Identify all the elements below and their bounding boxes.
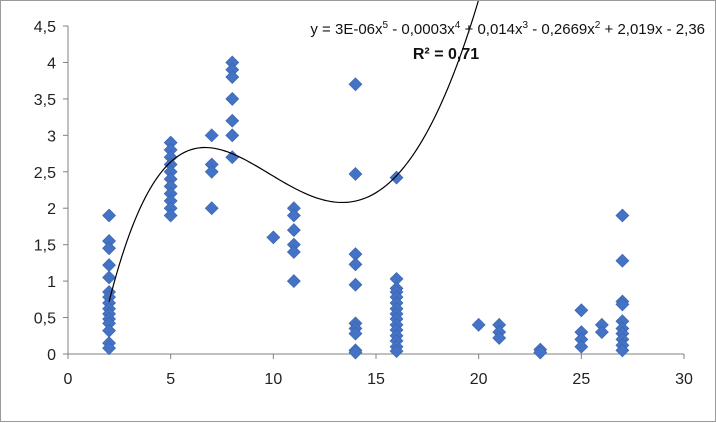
data-point (533, 345, 548, 360)
y-tick-label: 4,5 (34, 19, 56, 36)
x-tick-label: 20 (470, 371, 488, 388)
axes: 0 5 10 15 20 25 30 0 0,5 1 1,5 2 2,5 3 3,5 4 4,5 (34, 19, 693, 388)
y-tick-label: 0 (47, 347, 56, 364)
data-point (204, 164, 219, 179)
x-axis-ticks: 0 5 10 15 20 25 30 (64, 354, 693, 388)
data-point (615, 208, 630, 223)
data-point (348, 326, 363, 341)
y-axis-ticks: 0 0,5 1 1,5 2 2,5 3 3,5 4 4,5 (34, 19, 68, 364)
data-point (615, 297, 630, 312)
x-tick-label: 0 (64, 371, 73, 388)
data-point (286, 208, 301, 223)
data-point (102, 341, 116, 356)
data-point (574, 339, 589, 354)
data-point (348, 77, 363, 92)
data-point (102, 258, 116, 272)
y-tick-label: 4 (47, 55, 56, 72)
data-point (615, 253, 630, 268)
x-tick-label: 15 (367, 371, 385, 388)
y-tick-label: 2 (47, 201, 56, 218)
x-tick-label: 25 (572, 371, 590, 388)
data-point (574, 303, 589, 318)
data-point (266, 230, 281, 245)
data-point (102, 323, 116, 338)
r-squared-label: R² = 0,71 (413, 46, 479, 63)
data-point (102, 270, 116, 285)
data-point (492, 331, 507, 345)
data-point (286, 223, 301, 238)
data-point (348, 345, 363, 360)
data-point (225, 128, 240, 143)
trendline-equation: y = 3E-06x5 - 0,0003x4 + 0,014x3 - 0,266… (310, 20, 705, 38)
y-tick-label: 1 (47, 274, 56, 291)
y-tick-label: 3,5 (34, 92, 56, 109)
data-point (102, 208, 116, 223)
data-points (102, 55, 630, 360)
y-tick-label: 2,5 (34, 165, 56, 182)
data-point (348, 257, 363, 272)
data-point (594, 325, 609, 340)
data-point (204, 201, 219, 216)
data-point (286, 245, 301, 259)
data-point (225, 70, 240, 84)
data-point (225, 91, 240, 106)
data-point (348, 167, 363, 181)
trendline (108, 1, 479, 302)
y-tick-label: 0,5 (34, 311, 56, 328)
data-point (348, 277, 363, 292)
data-point (225, 113, 240, 128)
data-point (471, 317, 486, 332)
data-point (389, 344, 404, 359)
data-point (615, 343, 630, 358)
x-tick-label: 30 (675, 371, 693, 388)
y-tick-label: 1,5 (34, 238, 56, 255)
x-tick-label: 10 (264, 371, 282, 388)
data-point (389, 170, 404, 185)
data-point (225, 150, 240, 165)
x-tick-label: 5 (166, 371, 175, 388)
data-point (204, 128, 219, 143)
data-point (286, 274, 301, 289)
data-point (102, 241, 116, 256)
y-tick-label: 3 (47, 128, 56, 145)
data-point (163, 208, 178, 223)
